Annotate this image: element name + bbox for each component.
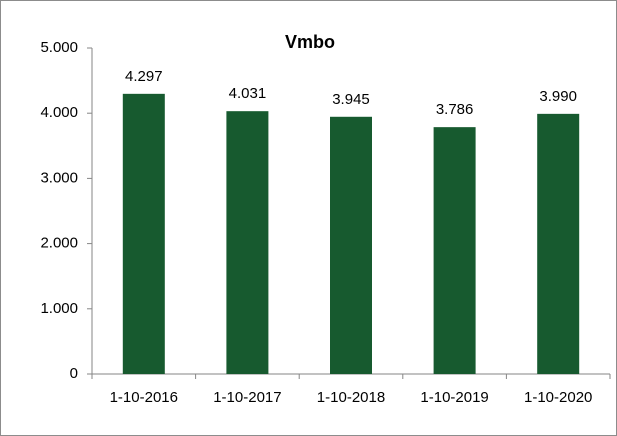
data-label: 3.786	[436, 101, 474, 118]
data-label: 4.297	[125, 68, 163, 85]
x-tick-label: 1-10-2018	[317, 389, 385, 406]
y-tick-label: 3.000	[40, 169, 78, 186]
data-label: 3.945	[332, 91, 370, 108]
y-tick-label: 2.000	[40, 235, 78, 252]
bar	[537, 113, 580, 375]
x-tick-label: 1-10-2016	[110, 389, 178, 406]
y-tick-label: 4.000	[40, 104, 78, 121]
y-tick-label: 1.000	[40, 300, 78, 317]
bar	[122, 93, 165, 374]
chart-title: Vmbo	[285, 32, 335, 52]
bar	[330, 116, 372, 374]
x-tick-label: 1-10-2017	[213, 389, 281, 406]
x-tick-label: 1-10-2020	[524, 389, 592, 406]
data-label: 4.031	[229, 85, 267, 102]
data-label: 3.990	[539, 88, 577, 105]
bar	[226, 111, 269, 374]
y-tick-label: 5.000	[40, 39, 78, 56]
bar	[433, 127, 476, 374]
x-tick-label: 1-10-2019	[420, 389, 488, 406]
y-tick-label: 0	[70, 365, 78, 382]
